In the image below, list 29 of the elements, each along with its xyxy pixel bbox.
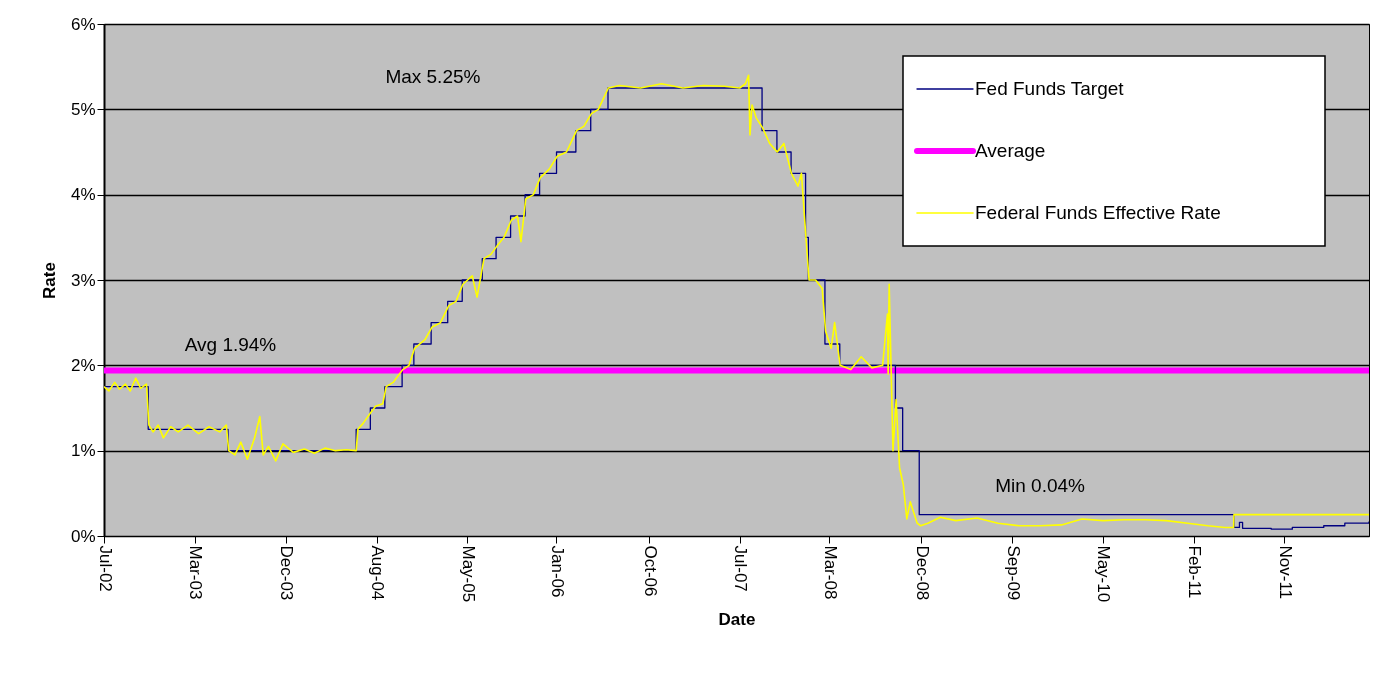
annotation: Avg 1.94% [184,334,277,356]
y-tick-label: 3% [70,270,96,290]
x-tick-label: Jul-07 [731,545,751,592]
x-tick-label: Mar-08 [820,545,840,600]
x-tick-label: May-10 [1094,545,1114,603]
y-tick-label: 1% [70,441,96,461]
x-tick-label: Feb-11 [1185,545,1205,599]
y-tick-label: 0% [70,526,96,546]
y-tick-label: 4% [70,185,96,205]
x-tick-label: Oct-06 [640,545,660,597]
y-axis-title: Rate [39,262,59,299]
x-tick-label: Jul-02 [95,545,115,592]
x-tick-label: Sep-09 [1003,545,1023,601]
y-tick-label: 5% [70,99,96,119]
legend-label: Federal Funds Effective Rate [975,202,1221,223]
x-tick-label: Mar-03 [186,545,206,600]
annotation: Max 5.25% [385,65,481,87]
x-tick-label: Dec-03 [277,545,297,601]
x-tick-label: Jan-06 [547,545,567,598]
annotation: Min 0.04% [995,474,1086,496]
legend-label: Fed Funds Target [975,78,1125,99]
x-tick-label: May-05 [458,545,478,603]
x-axis-title: Date [718,610,756,630]
y-tick-label: 2% [70,355,96,375]
x-tick-label: Nov-11 [1275,545,1295,600]
legend-label: Average [975,140,1046,161]
x-tick-label: Aug-04 [368,545,388,601]
x-tick-label: Dec-08 [912,545,932,601]
y-tick-label: 6% [70,14,96,34]
